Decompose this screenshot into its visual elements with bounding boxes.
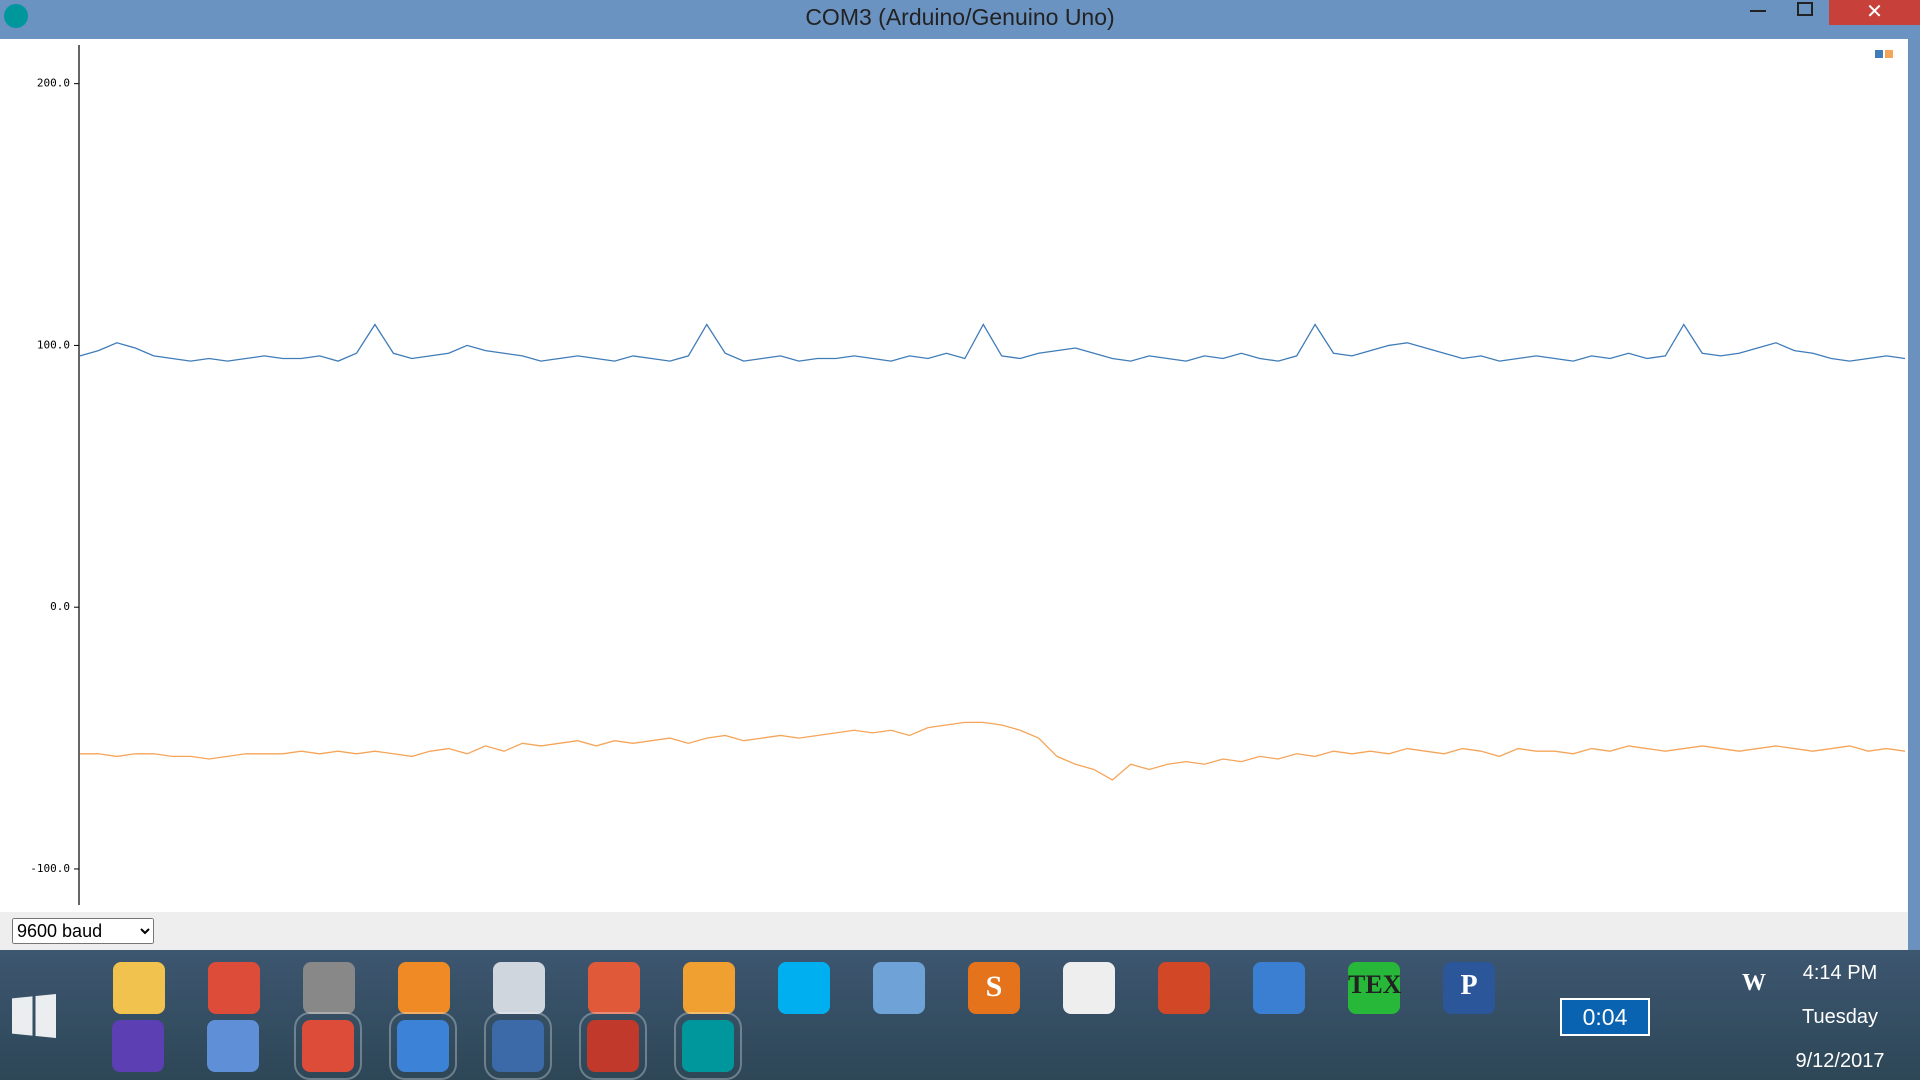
- window-title: COM3 (Arduino/Genuino Uno): [805, 4, 1115, 30]
- y-tick-label: 100.0: [37, 338, 70, 351]
- taskbar-icon[interactable]: [1253, 962, 1305, 1014]
- icon-label: P: [1460, 970, 1478, 1001]
- icon-label: W: [1742, 970, 1766, 996]
- y-tick-label: -100.0: [30, 862, 70, 875]
- taskbar-icon[interactable]: [873, 962, 925, 1014]
- taskbar-icon[interactable]: [208, 962, 260, 1014]
- minimize-button[interactable]: [1750, 10, 1766, 12]
- icon-label: TEX: [1348, 970, 1402, 999]
- status-bar: 9600 baud: [0, 912, 1908, 950]
- clock-time: 4:14 PM: [1802, 962, 1878, 984]
- maximize-button[interactable]: [1797, 2, 1813, 16]
- plotter: 200.0 100.0 0.0 -100.0: [0, 39, 1908, 912]
- line-series: [79, 323, 1906, 362]
- start-button[interactable]: [12, 994, 56, 1038]
- taskbar-icon[interactable]: [674, 1012, 742, 1080]
- taskbar-icon[interactable]: [398, 962, 450, 1014]
- legend-swatch: [1875, 50, 1883, 58]
- taskbar-icon[interactable]: [968, 962, 1020, 1014]
- clock-day: Tuesday: [1802, 1006, 1878, 1028]
- taskbar-icon[interactable]: [1348, 962, 1400, 1014]
- line-series: [80, 721, 1906, 781]
- taskbar-icon[interactable]: [1158, 962, 1210, 1014]
- title-bar: COM3 (Arduino/Genuino Uno) ✕: [0, 0, 1920, 39]
- taskbar-icon[interactable]: [484, 1012, 552, 1080]
- battery-indicator: 0:04: [1560, 998, 1650, 1036]
- taskbar-icon[interactable]: [493, 962, 545, 1014]
- taskbar-icon[interactable]: [683, 962, 735, 1014]
- clock-date: 9/12/2017: [1795, 1050, 1885, 1072]
- taskbar-icon[interactable]: [778, 962, 830, 1014]
- taskbar-icon[interactable]: [207, 1020, 259, 1072]
- taskbar: S TEX P W 0:04 4:14 PM Tuesday 9/12/2017: [0, 950, 1920, 1080]
- taskbar-icon[interactable]: [294, 1012, 362, 1080]
- taskbar-icon[interactable]: [112, 1020, 164, 1072]
- taskbar-icon[interactable]: [1443, 962, 1495, 1014]
- y-tick-label: 0.0: [50, 600, 70, 613]
- y-tick-label: 200.0: [37, 77, 70, 90]
- close-button[interactable]: ✕: [1829, 0, 1920, 25]
- taskbar-icon[interactable]: [113, 962, 165, 1014]
- app-icon: [4, 4, 28, 28]
- legend-swatch: [1885, 50, 1893, 58]
- taskbar-icon[interactable]: [389, 1012, 457, 1080]
- taskbar-icon[interactable]: [303, 962, 355, 1014]
- taskbar-icon[interactable]: [588, 962, 640, 1014]
- icon-label: S: [985, 970, 1003, 1003]
- taskbar-icon[interactable]: [1063, 962, 1115, 1014]
- baud-select[interactable]: 9600 baud: [12, 918, 154, 944]
- taskbar-icon[interactable]: [579, 1012, 647, 1080]
